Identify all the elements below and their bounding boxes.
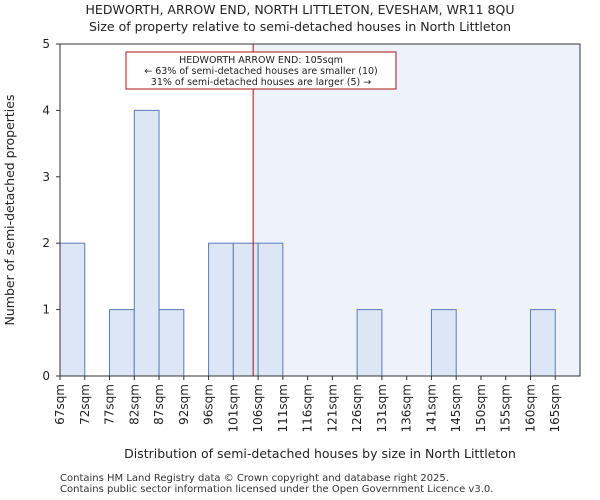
x-tick-label: 82sqm: [127, 384, 141, 425]
x-tick-label: 145sqm: [449, 384, 463, 432]
bar-106sqm: [257, 242, 284, 377]
x-tick-label: 165sqm: [548, 384, 562, 432]
bar-87sqm: [158, 309, 185, 377]
x-axis-label: Distribution of semi-detached houses by …: [124, 446, 516, 461]
x-tick-label: 136sqm: [400, 384, 414, 432]
annotation-box: [125, 51, 397, 90]
y-tick-label: 2: [42, 236, 50, 250]
y-tick-label: 4: [42, 103, 50, 117]
x-tick-label: 106sqm: [251, 384, 265, 432]
bar-77sqm: [109, 309, 135, 377]
annotation-line-2: ← 63% of semi-detached houses are smalle…: [144, 66, 378, 77]
y-tick-label: 1: [42, 303, 50, 317]
x-tick-label: 96sqm: [202, 384, 216, 425]
x-tick-label: 160sqm: [523, 384, 537, 432]
bar-67sqm: [59, 242, 86, 377]
x-tick-label: 77sqm: [103, 384, 117, 425]
bar-chart: 0 1 2 3 4 5 67sqm 72sqm 77sqm 82sqm 87sqm 92sqm 96sq…: [2, 37, 581, 461]
x-tick-label: 131sqm: [375, 384, 389, 432]
x-tick-label: 101sqm: [226, 384, 240, 432]
x-tick-label: 116sqm: [301, 384, 315, 432]
y-tick-label: 3: [42, 170, 50, 184]
x-tick-label: 92sqm: [177, 384, 191, 425]
bar-141sqm: [430, 309, 457, 377]
x-tick-label: 72sqm: [78, 384, 92, 425]
x-tick-label: 141sqm: [424, 384, 438, 432]
chart-title: HEDWORTH, ARROW END, NORTH LITTLETON, EV…: [85, 2, 515, 17]
x-tick-label: 155sqm: [499, 384, 513, 432]
x-tick-label: 150sqm: [474, 384, 488, 432]
annotation-line-1: HEDWORTH ARROW END: 105sqm: [179, 55, 343, 66]
chart-subtitle: Size of property relative to semi-detach…: [88, 19, 512, 34]
x-tick-label: 87sqm: [152, 384, 166, 425]
y-tick-label: 5: [42, 37, 50, 51]
plot-frame: [59, 43, 581, 377]
footer-line-2: Contains public sector information licen…: [60, 484, 494, 495]
larger-region-shade: [253, 44, 580, 376]
bar-82sqm: [133, 109, 160, 377]
x-tick-label: 126sqm: [350, 384, 364, 432]
bar-160sqm: [529, 309, 556, 377]
y-axis-label: Number of semi-detached properties: [2, 95, 17, 326]
y-tick-label: 0: [42, 369, 50, 383]
annotation-line-3: 31% of semi-detached houses are larger (…: [151, 77, 371, 88]
x-tick-label: 121sqm: [325, 384, 339, 432]
x-tick-label: 111sqm: [276, 384, 290, 432]
footer-line-1: Contains HM Land Registry data © Crown c…: [60, 473, 449, 484]
bar-126sqm: [356, 309, 383, 377]
x-tick-label: 67sqm: [53, 384, 67, 425]
bar-101sqm: [232, 242, 259, 377]
bar-96sqm: [208, 242, 234, 377]
